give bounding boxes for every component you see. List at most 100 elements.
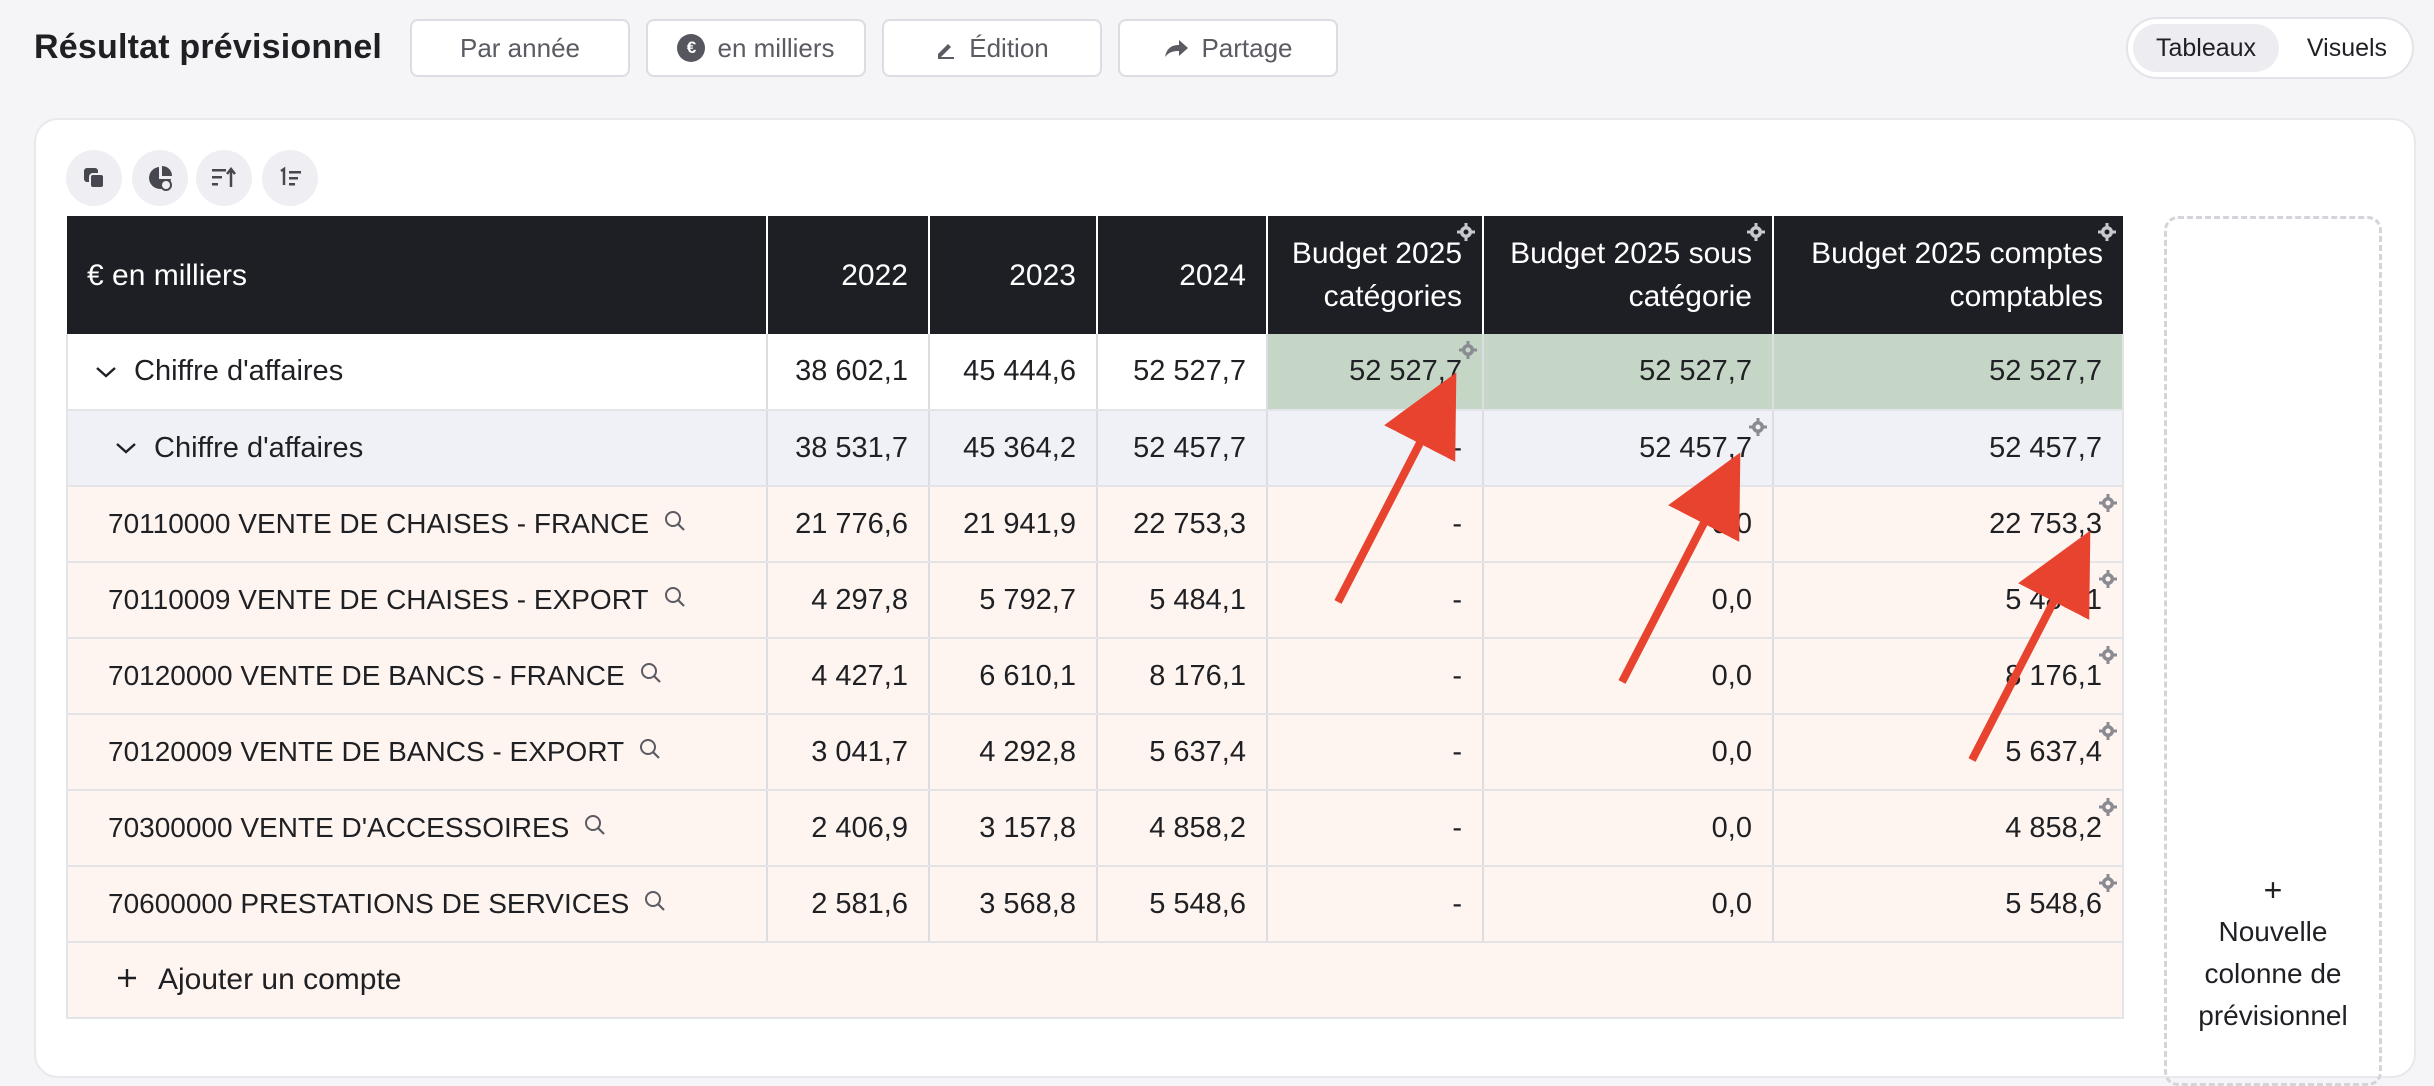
gear-icon[interactable] — [2098, 493, 2118, 513]
table-row[interactable]: 70110009 VENTE DE CHAISES - EXPORT 4 297… — [66, 562, 2124, 639]
cell-value: 8 176,1 — [2005, 659, 2102, 692]
value-cell: 21 776,6 — [767, 486, 930, 563]
row-label-cell[interactable]: 70120009 VENTE DE BANCS - EXPORT — [66, 714, 768, 791]
row-label: 70110009 VENTE DE CHAISES - EXPORT — [108, 584, 649, 615]
value-cell[interactable]: 8 176,1 — [1773, 638, 2124, 715]
value-cell: 6 610,1 — [929, 638, 1098, 715]
row-label: Chiffre d'affaires — [134, 355, 344, 387]
edition-button[interactable]: Édition — [882, 19, 1102, 77]
gear-icon[interactable] — [1458, 340, 1478, 360]
value-cell[interactable]: 5 548,6 — [1773, 866, 2124, 943]
value-cell[interactable]: 5 637,4 — [1773, 714, 2124, 791]
column-header[interactable]: Budget 2025 comptes comptables — [1773, 216, 2123, 334]
row-label-cell[interactable]: 70110000 VENTE DE CHAISES - FRANCE — [66, 486, 768, 563]
value-cell: 0,0 — [1483, 714, 1774, 791]
column-header[interactable]: 2022 — [767, 216, 930, 334]
page-title: Résultat prévisionnel — [34, 28, 383, 66]
table-row[interactable]: 70110000 VENTE DE CHAISES - FRANCE 21 77… — [66, 486, 2124, 563]
gear-icon[interactable] — [2098, 645, 2118, 665]
value-cell: 3 041,7 — [767, 714, 930, 791]
search-icon[interactable] — [663, 508, 687, 540]
search-icon[interactable] — [663, 584, 687, 616]
value-cell[interactable]: 5 484,1 — [1773, 562, 2124, 639]
table-header-row: € en milliers 2022 2023 2024 Budget 2025… — [67, 216, 2123, 334]
sort-asc-icon[interactable] — [196, 150, 252, 206]
value-cell: 0,0 — [1483, 866, 1774, 943]
table-row[interactable]: 70300000 VENTE D'ACCESSOIRES 2 406,9 3 1… — [66, 790, 2124, 867]
row-label-cell[interactable]: 70300000 VENTE D'ACCESSOIRES — [66, 790, 768, 867]
share-button[interactable]: Partage — [1118, 19, 1338, 77]
gear-icon[interactable] — [1456, 222, 1476, 242]
row-label-cell[interactable]: 70600000 PRESTATIONS DE SERVICES — [66, 866, 768, 943]
table-row[interactable]: 70120000 VENTE DE BANCS - FRANCE 4 427,1… — [66, 638, 2124, 715]
cell-value: 5 637,4 — [2005, 735, 2102, 768]
row-label: 70120009 VENTE DE BANCS - EXPORT — [108, 736, 625, 767]
tab-tables[interactable]: Tableaux — [2133, 24, 2279, 72]
value-cell: 38 602,1 — [767, 334, 930, 411]
value-cell: 45 364,2 — [929, 410, 1098, 487]
gear-icon[interactable] — [2098, 721, 2118, 741]
search-icon[interactable] — [583, 812, 607, 844]
table-row[interactable]: Chiffre d'affaires 38 531,7 45 364,2 52 … — [66, 410, 2124, 487]
new-forecast-column-button[interactable]: + Nouvelle colonne de prévisionnel — [2164, 216, 2382, 1086]
value-cell: 8 176,1 — [1097, 638, 1268, 715]
value-cell: 3 568,8 — [929, 866, 1098, 943]
column-header-label: Budget 2025 comptes comptables — [1811, 237, 2103, 313]
gear-icon[interactable] — [1748, 417, 1768, 437]
search-icon[interactable] — [638, 736, 662, 768]
value-cell: 2 406,9 — [767, 790, 930, 867]
row-label: 70300000 VENTE D'ACCESSOIRES — [108, 812, 570, 843]
value-cell[interactable]: 4 858,2 — [1773, 790, 2124, 867]
chevron-down-icon[interactable] — [94, 364, 118, 380]
gear-icon[interactable] — [2098, 569, 2118, 589]
view-toggle: Tableaux Visuels — [2126, 17, 2414, 79]
cell-value: 4 858,2 — [2005, 811, 2102, 844]
column-header[interactable]: 2023 — [929, 216, 1098, 334]
row-label-cell[interactable]: 70110009 VENTE DE CHAISES - EXPORT — [66, 562, 768, 639]
value-cell[interactable]: 52 527,7 — [1267, 334, 1484, 411]
column-header[interactable]: Budget 2025 sous catégorie — [1483, 216, 1774, 334]
value-cell: 52 457,7 — [1773, 410, 2124, 487]
chevron-down-icon[interactable] — [114, 440, 138, 456]
value-cell: 4 297,8 — [767, 562, 930, 639]
value-cell: 5 548,6 — [1097, 866, 1268, 943]
gear-icon[interactable] — [2098, 797, 2118, 817]
by-year-label: Par année — [460, 32, 580, 63]
column-header-label: Budget 2025 catégories — [1291, 237, 1462, 313]
row-label-cell[interactable]: Chiffre d'affaires — [66, 410, 768, 487]
cell-value: 52 527,7 — [1349, 355, 1462, 387]
table-row[interactable]: Chiffre d'affaires 38 602,1 45 444,6 52 … — [66, 334, 2124, 411]
share-label: Partage — [1201, 32, 1293, 63]
gear-icon[interactable] — [2098, 873, 2118, 893]
value-cell[interactable]: 52 457,7 — [1483, 410, 1774, 487]
value-cell: 2 581,6 — [767, 866, 930, 943]
tab-visuals[interactable]: Visuels — [2306, 33, 2388, 62]
value-cell: 4 292,8 — [929, 714, 1098, 791]
cell-value: 22 753,3 — [1989, 507, 2102, 540]
search-icon[interactable] — [643, 888, 667, 920]
column-header[interactable]: 2024 — [1097, 216, 1268, 334]
row-label: 70120000 VENTE DE BANCS - FRANCE — [108, 660, 625, 691]
value-cell[interactable]: 22 753,3 — [1773, 486, 2124, 563]
row-label-cell[interactable]: Chiffre d'affaires — [66, 334, 768, 411]
column-header[interactable]: Budget 2025 catégories — [1267, 216, 1484, 334]
gear-icon[interactable] — [2097, 222, 2117, 242]
value-cell: 52 527,7 — [1483, 334, 1774, 411]
sort-numeric-icon[interactable] — [262, 150, 318, 206]
row-label: Chiffre d'affaires — [154, 431, 364, 464]
by-year-button[interactable]: Par année — [410, 19, 630, 77]
thousands-button[interactable]: € en milliers — [646, 19, 866, 77]
value-cell: 52 527,7 — [1773, 334, 2124, 411]
table-row[interactable]: 70600000 PRESTATIONS DE SERVICES 2 581,6… — [66, 866, 2124, 943]
plus-icon: + — [2263, 872, 2283, 908]
add-account-button[interactable]: Ajouter un compte — [66, 942, 2124, 1019]
value-cell: 22 753,3 — [1097, 486, 1268, 563]
row-label-cell[interactable]: 70120000 VENTE DE BANCS - FRANCE — [66, 638, 768, 715]
copy-icon[interactable] — [66, 150, 122, 206]
new-column-label-line1: Nouvelle — [2218, 916, 2328, 947]
table-row[interactable]: 70120009 VENTE DE BANCS - EXPORT 3 041,7… — [66, 714, 2124, 791]
forecast-table: € en milliers 2022 2023 2024 Budget 2025… — [66, 216, 2124, 1019]
search-icon[interactable] — [639, 660, 663, 692]
chart-refresh-icon[interactable] — [132, 150, 188, 206]
gear-icon[interactable] — [1746, 222, 1766, 242]
